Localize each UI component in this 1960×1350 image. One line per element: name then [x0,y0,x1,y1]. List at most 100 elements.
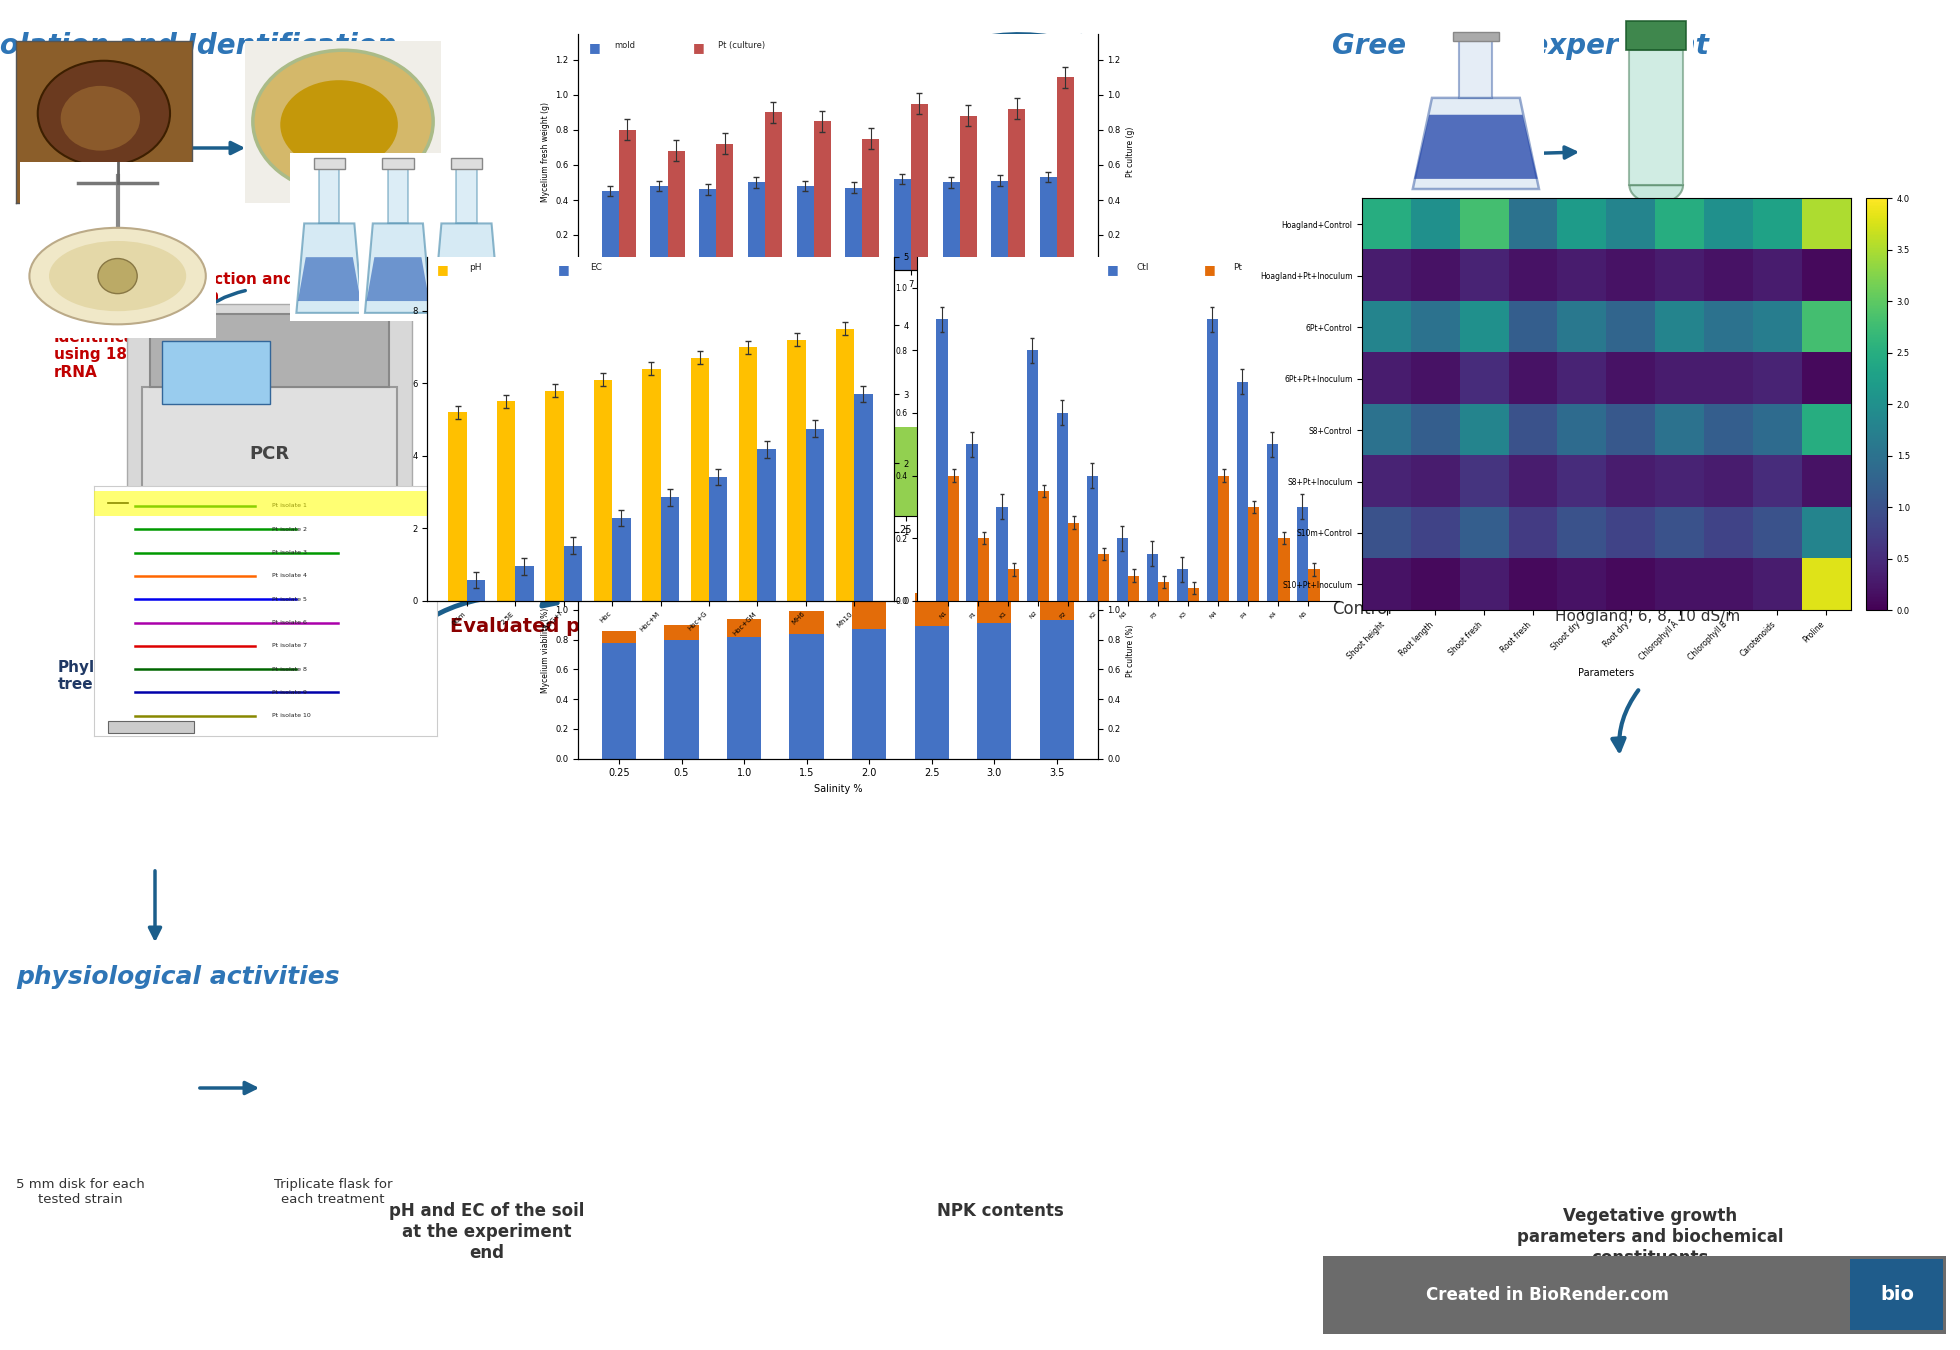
Ellipse shape [1748,374,1774,394]
Bar [700,189,715,270]
Bar [1039,620,1074,759]
Bar [817,348,860,516]
Bar [1249,506,1260,601]
Polygon shape [451,158,482,170]
Bar [668,151,684,270]
Ellipse shape [1637,363,1662,383]
Ellipse shape [1443,378,1464,394]
Bar [1056,77,1074,270]
Ellipse shape [29,228,206,324]
Text: physiological activities: physiological activities [16,965,339,990]
Bar [853,602,886,629]
Bar [602,630,637,643]
Bar [1017,421,1062,516]
Bar [727,637,760,759]
Bar [564,545,582,601]
Text: ■: ■ [437,263,449,277]
Text: Pt isolate 5: Pt isolate 5 [272,597,308,602]
Text: mold: mold [615,40,635,50]
Bar [855,394,872,601]
Text: pH and EC of the soil
at the experiment
end: pH and EC of the soil at the experiment … [390,1202,584,1262]
Polygon shape [1441,455,1495,520]
Ellipse shape [1509,378,1531,394]
Y-axis label: Pt culture (%): Pt culture (%) [1127,625,1135,676]
Bar [690,358,710,601]
Bar [992,181,1007,270]
Bar [915,626,949,759]
Bar [727,618,760,637]
Ellipse shape [1472,386,1494,402]
Polygon shape [314,158,345,170]
Text: ■: ■ [588,40,600,54]
Bar [1098,554,1109,601]
Bar [1041,177,1056,270]
Polygon shape [319,170,339,223]
Polygon shape [1707,462,1778,474]
Bar [884,427,927,516]
Bar [1176,570,1188,601]
Bar [835,329,855,601]
Polygon shape [457,170,476,223]
Circle shape [98,259,137,294]
Polygon shape [433,223,500,313]
Bar [788,340,806,601]
Text: Evaluated pH values, temperatures, and
salinity levels: Evaluated pH values, temperatures, and s… [451,617,894,657]
Bar [764,112,782,270]
Bar [594,379,612,601]
Y-axis label: Mycelium viability (%): Mycelium viability (%) [541,608,549,694]
Bar [845,188,862,270]
Text: NPK contents: NPK contents [937,1202,1064,1220]
Bar [664,640,700,759]
Bar [960,116,976,270]
Text: pH: pH [468,263,482,273]
Text: ■: ■ [692,40,704,54]
Polygon shape [1786,474,1848,545]
Text: Pt isolate 1: Pt isolate 1 [272,504,308,509]
Bar [757,450,776,601]
Ellipse shape [1717,406,1739,425]
Bar [894,180,911,270]
Bar [949,475,958,601]
Polygon shape [1413,115,1539,180]
Text: Greenhouse experiment: Greenhouse experiment [1331,32,1709,59]
Bar [108,721,194,733]
Bar [751,401,794,516]
Text: Pt isolate 7: Pt isolate 7 [272,644,308,648]
X-axis label: Temperature °C: Temperature °C [800,541,878,551]
Polygon shape [367,256,429,301]
Polygon shape [1452,32,1499,40]
Text: inoculated with 10 ml: inoculated with 10 ml [1541,232,1721,250]
Bar [813,122,831,270]
Bar [1086,475,1098,601]
Ellipse shape [1454,363,1482,385]
Text: Ctl: Ctl [1137,263,1149,273]
Bar [498,401,515,601]
Text: Pt isolate 10: Pt isolate 10 [272,713,312,718]
Text: ■: ■ [559,263,570,277]
Polygon shape [1711,474,1774,545]
Polygon shape [1782,462,1852,474]
Bar [1027,351,1039,601]
Text: Pt (culture): Pt (culture) [719,40,766,50]
Bar [449,412,466,601]
Bar [976,624,1011,759]
X-axis label: Parameters: Parameters [1578,668,1635,678]
Bar [545,390,564,601]
Polygon shape [1633,462,1703,474]
Text: Control: Control [1333,599,1392,618]
Bar [1039,568,1074,620]
Polygon shape [1503,446,1566,455]
Polygon shape [1629,50,1684,185]
Polygon shape [1507,455,1562,520]
Bar [853,629,886,759]
Bar [1278,539,1290,601]
Text: Identification
using 18S
rRNA: Identification using 18S rRNA [55,329,169,379]
Bar [1129,575,1139,601]
Bar [1298,506,1307,601]
Bar [1039,491,1049,601]
Bar [1147,554,1158,601]
Text: ■: ■ [708,549,719,562]
Polygon shape [1629,185,1684,204]
Text: 5 mm disk for each
tested strain: 5 mm disk for each tested strain [16,1179,145,1206]
Bar [151,315,388,387]
